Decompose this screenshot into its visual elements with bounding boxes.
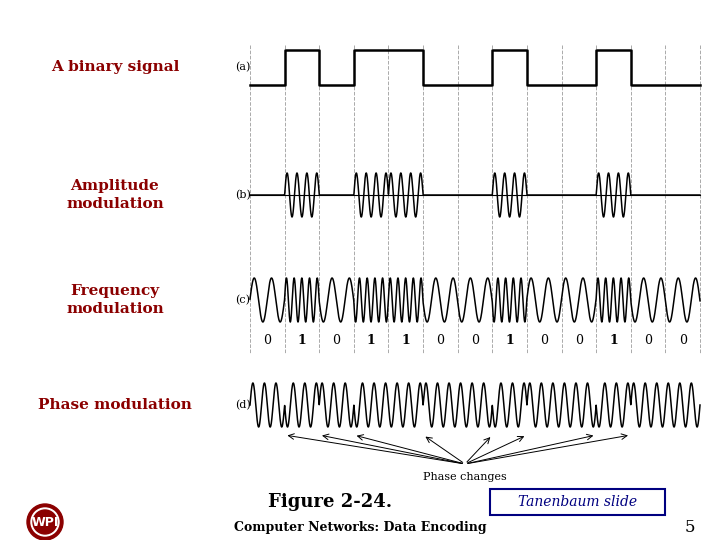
Text: Frequency
modulation: Frequency modulation: [66, 285, 164, 316]
Text: WPI: WPI: [31, 516, 59, 529]
Text: Amplitude
modulation: Amplitude modulation: [66, 179, 164, 211]
Text: 0: 0: [436, 334, 444, 348]
Text: 1: 1: [366, 334, 376, 348]
FancyBboxPatch shape: [490, 489, 665, 515]
Text: Phase changes: Phase changes: [423, 472, 507, 482]
Text: Tanenbaum slide: Tanenbaum slide: [518, 495, 637, 509]
Text: 0: 0: [575, 334, 583, 348]
Text: 0: 0: [471, 334, 479, 348]
Text: (b): (b): [235, 190, 251, 200]
Text: (d): (d): [235, 400, 251, 410]
Text: Figure 2-24.: Figure 2-24.: [268, 493, 392, 511]
Text: 0: 0: [333, 334, 341, 348]
Text: 1: 1: [297, 334, 306, 348]
Text: Phase modulation: Phase modulation: [38, 398, 192, 412]
Text: (a): (a): [235, 62, 251, 73]
Text: 1: 1: [609, 334, 618, 348]
Text: 0: 0: [644, 334, 652, 348]
Text: 1: 1: [401, 334, 410, 348]
Text: Computer Networks: Data Encoding: Computer Networks: Data Encoding: [234, 522, 486, 535]
Text: 0: 0: [264, 334, 271, 348]
Text: 0: 0: [679, 334, 687, 348]
Circle shape: [31, 508, 59, 536]
Circle shape: [27, 504, 63, 540]
Text: A binary signal: A binary signal: [51, 60, 179, 75]
Text: 1: 1: [505, 334, 514, 348]
Circle shape: [33, 510, 57, 534]
Text: (c): (c): [235, 295, 251, 305]
Text: 5: 5: [685, 519, 696, 537]
Text: 0: 0: [540, 334, 548, 348]
